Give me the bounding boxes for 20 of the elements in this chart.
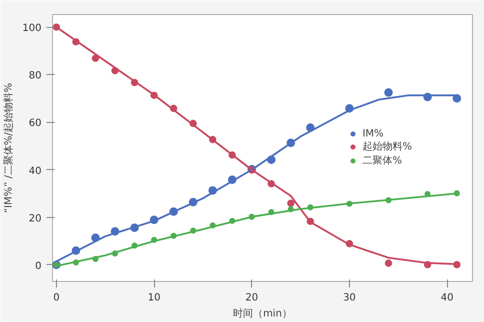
point [384,260,392,267]
y-tick-label: 100 [22,23,42,34]
legend-label: 二聚体% [362,154,402,167]
y-axis-title: “IM%” /二聚体%/起始物料% [2,82,14,214]
point [452,94,462,103]
y-tick-label: 60 [28,118,42,130]
y-tick-label: 80 [28,70,42,82]
x-tick-label: 40 [440,292,454,304]
legend-label: 起始物料% [362,140,412,153]
point [287,200,294,207]
y-tick-label: 40 [28,166,42,177]
point [384,88,393,97]
y-tick-label: 20 [28,213,42,224]
x-tick-label: 10 [148,292,160,304]
y-tick-label: 0 [35,260,42,272]
legend-label: IM% [362,128,384,139]
x-tick-label: 0 [53,292,60,304]
x-tick-label: 20 [245,292,258,304]
x-tick-label: 30 [343,292,356,304]
x-axis-title: 时间（min） [233,308,292,320]
